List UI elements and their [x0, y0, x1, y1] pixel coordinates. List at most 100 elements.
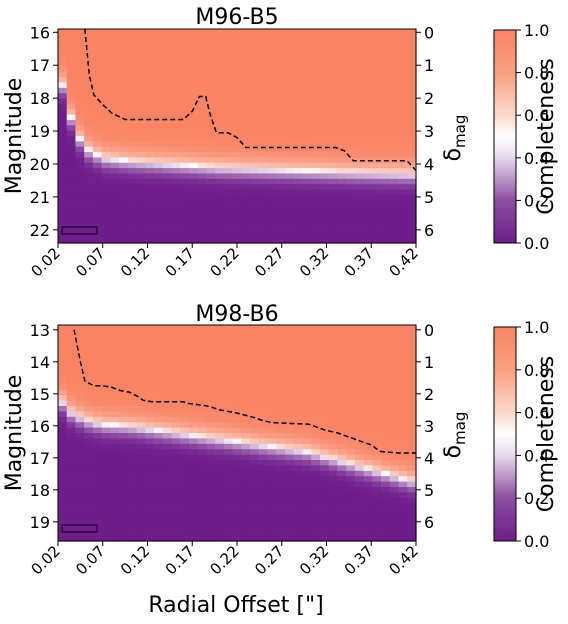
heatmap-cell [276, 71, 286, 78]
heatmap-cell [119, 50, 129, 57]
y-tick-label: 16 [30, 417, 50, 436]
heatmap-cell [215, 535, 225, 542]
heatmap-cell [145, 416, 155, 423]
heatmap-cell [58, 210, 68, 217]
heatmap-cell [346, 335, 356, 342]
heatmap-cell [319, 438, 330, 445]
heatmap-cell [293, 465, 304, 472]
heatmap-cell [136, 427, 146, 434]
heatmap-cell [311, 141, 321, 148]
heatmap-cell [110, 400, 120, 407]
heatmap-cell [363, 497, 373, 504]
heatmap-cell [215, 45, 225, 51]
heatmap-cell [302, 200, 312, 207]
heatmap-cell [346, 184, 356, 191]
heatmap-cell [398, 427, 408, 434]
heatmap-cell [127, 66, 138, 73]
colorbar-tick-label: 0.4 [524, 149, 549, 168]
heatmap-cell [285, 460, 295, 466]
heatmap-cell [84, 77, 94, 84]
heatmap-cell [258, 184, 269, 191]
heatmap-cell [346, 379, 356, 385]
heatmap-cell [145, 50, 155, 57]
heatmap-cell [346, 362, 356, 369]
heatmap-cell [215, 50, 225, 57]
heatmap-cell [389, 395, 400, 402]
heatmap-cell [119, 508, 129, 515]
heatmap-cell [363, 357, 373, 364]
heatmap-cell [241, 508, 251, 515]
heatmap-cell [154, 535, 164, 542]
heatmap-cell [75, 125, 85, 132]
heatmap-cell [162, 389, 173, 396]
heatmap-cell [285, 184, 295, 191]
heatmap-cell [127, 173, 138, 180]
heatmap-cell [127, 226, 138, 233]
heatmap-cell [223, 416, 234, 423]
heatmap-cell [84, 216, 94, 223]
heatmap-cell [66, 125, 77, 132]
heatmap-cell [75, 454, 85, 461]
heatmap-cell [407, 237, 417, 244]
x-tick-label: 0.17 [162, 244, 198, 280]
heatmap-cell [145, 29, 155, 35]
heatmap-cell [215, 514, 225, 520]
heatmap-cell [206, 39, 216, 46]
heatmap-cell [101, 352, 111, 358]
heatmap-cell [346, 465, 356, 472]
heatmap-cell [328, 200, 339, 207]
heatmap-cell [58, 492, 68, 499]
heatmap-cell [276, 109, 286, 116]
heatmap-cell [267, 470, 277, 477]
heatmap-cell [258, 384, 269, 391]
heatmap-cell [171, 519, 181, 526]
heatmap-cell [127, 411, 138, 418]
heatmap-cell [215, 427, 225, 434]
heatmap-cell [232, 125, 242, 132]
heatmap-cell [381, 416, 391, 423]
heatmap-cell [276, 443, 286, 450]
heatmap-cell [389, 330, 400, 337]
heatmap-cell [293, 487, 304, 493]
heatmap-cell [276, 226, 286, 233]
heatmap-cell [110, 152, 120, 158]
heatmap-cell [162, 438, 173, 445]
dashed-contour [84, 28, 417, 172]
heatmap-cell [258, 109, 269, 116]
heatmap-cell [389, 141, 400, 148]
heatmap-cell [398, 330, 408, 337]
heatmap-cell [381, 200, 391, 207]
heatmap-cell [84, 103, 94, 110]
x-tick-label: 0.02 [27, 244, 63, 280]
heatmap-cell [407, 71, 417, 78]
heatmap-cell [171, 232, 181, 239]
heatmap-cell [302, 503, 312, 510]
heatmap-cell [66, 66, 77, 73]
heatmap-cell [75, 200, 85, 207]
heatmap-cell [162, 357, 173, 364]
heatmap-cell [267, 465, 277, 472]
heatmap-cell [267, 476, 277, 483]
heatmap-cell [389, 352, 400, 358]
heatmap-cell [154, 34, 164, 41]
heatmap-cell [66, 497, 77, 504]
heatmap-cell [381, 470, 391, 477]
heatmap-cell [75, 50, 85, 57]
heatmap-cell [66, 141, 77, 148]
heatmap-cell [346, 508, 356, 515]
heatmap-cell [346, 514, 356, 520]
heatmap-cell [346, 173, 356, 180]
heatmap-cell [136, 157, 146, 164]
heatmap-cell [215, 400, 225, 407]
heatmap-cell [145, 205, 155, 212]
heatmap-cell [398, 178, 408, 185]
heatmap-cell [337, 433, 347, 439]
heatmap-cell [136, 524, 146, 531]
heatmap-cell [250, 221, 260, 228]
heatmap-cell [232, 465, 242, 472]
heatmap-cell [250, 168, 260, 175]
heatmap-cell [258, 519, 269, 526]
heatmap-cell [180, 514, 190, 520]
heatmap-cell [75, 221, 85, 228]
